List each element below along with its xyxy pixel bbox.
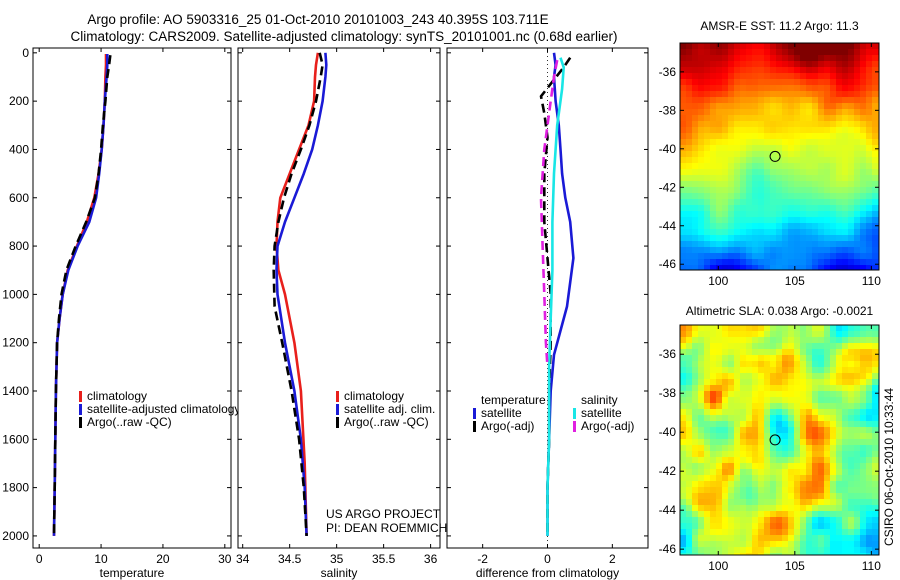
y-tick-label: -46 [659,542,677,556]
legend-label: satellite [481,406,522,420]
series-line-argo-raw-qc [52,55,112,536]
salinity-panel: 34 34.5 35 35.5 36 salinity climatologysatelli… [236,47,441,580]
argo-location-marker [769,434,781,446]
x-tick-label: 35 [330,552,344,566]
legend-label: Argo(-adj) [581,419,634,433]
y-tick-label: 1600 [2,432,29,446]
figure-title-line2: Climatology: CARS2009. Satellite-adjuste… [70,29,618,44]
legend-label: climatology [344,389,404,403]
temperature-x-axis-label: temperature [100,566,165,580]
x-tick-label: 110 [862,274,881,288]
y-tick-label: 1000 [2,287,29,301]
legend-swatch [336,404,339,415]
legend-label: satellite-adjusted climatology [87,402,240,416]
x-tick-label: -2 [477,552,488,566]
y-tick-label: 1200 [2,336,29,350]
y-tick-label: -42 [659,180,677,194]
series-line-argo-raw-qc [272,52,324,536]
series-line-salinity-argo-adj [539,59,559,367]
y-tick-label: -36 [659,347,677,361]
timestamp-stamp: CSIRO 06-Oct-2010 10:33:44 [882,388,896,546]
sst-map-title: AMSR-E SST: 11.2 Argo: 11.3 [700,19,859,33]
argo-location-marker [769,150,781,162]
y-tick-label: -40 [659,425,677,439]
legend-swatch [79,417,82,428]
sst-map-frame [679,42,880,271]
legend-swatch [79,391,82,402]
legend-swatch [336,417,339,428]
legend-swatch [336,391,339,402]
salinity-x-axis-label: salinity [321,566,358,580]
series-line-salinity-satellite [546,57,566,536]
difference-x-axis-label: difference from climatology [476,566,619,580]
x-tick-label: 36 [424,552,438,566]
legend-label: satellite adj. clim. [344,402,435,416]
legend-label: satellite [581,406,622,420]
y-tick-label: 800 [9,239,29,253]
sst-map-panel: AMSR-E SST: 11.2 Argo: 11.3 -36 -38 -40 -42 -… [659,19,882,288]
series-line-temperature-satellite [546,52,575,536]
y-tick-label: -38 [659,386,677,400]
legend-label: climatology [87,389,147,403]
salinity-axes-frame [237,47,441,549]
sst-map-field [680,43,879,270]
y-tick-label: -36 [659,65,677,79]
x-tick-label: 0 [544,552,551,566]
x-tick-label: 0 [36,552,43,566]
x-tick-label: 34 [236,552,250,566]
legend-swatch [473,421,476,432]
y-tick-label: -38 [659,103,677,117]
legend-swatch [79,404,82,415]
legend-label: Argo(-adj) [481,419,534,433]
x-tick-label: 34.5 [278,552,302,566]
temperature-axes-frame [32,47,232,549]
y-tick-label: 1800 [2,481,29,495]
y-tick-label: 200 [9,94,29,108]
y-tick-label: -44 [659,219,677,233]
y-tick-label: 400 [9,142,29,156]
x-tick-label: 110 [862,559,881,573]
y-tick-label: -40 [659,142,677,156]
y-tick-label: 1400 [2,384,29,398]
credit-pi: PI: DEAN ROEMMICH [326,521,447,535]
sla-map-frame [679,324,880,556]
legend-group-title: temperature [481,393,546,407]
y-tick-label: -46 [659,257,677,271]
x-tick-label: 105 [785,559,805,573]
y-tick-label: 600 [9,191,29,205]
x-tick-label: 100 [708,274,728,288]
y-tick-label: -42 [659,464,677,478]
series-line-satellite-adj-clim [275,52,328,536]
legend-label: Argo(..raw -QC) [87,415,172,429]
series-line-climatology [275,52,320,536]
figure-title-line1: Argo profile: AO 5903316_25 01-Oct-2010 … [87,12,549,27]
legend-swatch [473,408,476,419]
x-tick-label: 35.5 [372,552,396,566]
sla-map-title: Altimetric SLA: 0.038 Argo: -0.0021 [686,304,874,318]
x-tick-label: 30 [218,552,232,566]
legend-label: Argo(..raw -QC) [344,415,429,429]
y-tick-label: 2000 [2,529,29,543]
legend-swatch [573,421,576,432]
legend-swatch [573,408,576,419]
sla-map-panel: Altimetric SLA: 0.038 Argo: -0.0021 -36 -3… [659,304,882,573]
x-tick-label: 20 [156,552,170,566]
x-tick-label: 2 [609,552,616,566]
sla-map-field [680,325,879,555]
x-tick-label: 10 [94,552,108,566]
x-tick-label: 105 [785,274,805,288]
temperature-panel: 0 200 400 600 800 1000 1200 1400 1600 1800 2000 0 10… [2,46,240,580]
y-tick-label: 0 [22,46,29,60]
y-tick-label: -44 [659,503,677,517]
legend-group-title: salinity [581,393,618,407]
x-tick-label: 100 [708,559,728,573]
credit-project: US ARGO PROJECT [326,507,441,521]
